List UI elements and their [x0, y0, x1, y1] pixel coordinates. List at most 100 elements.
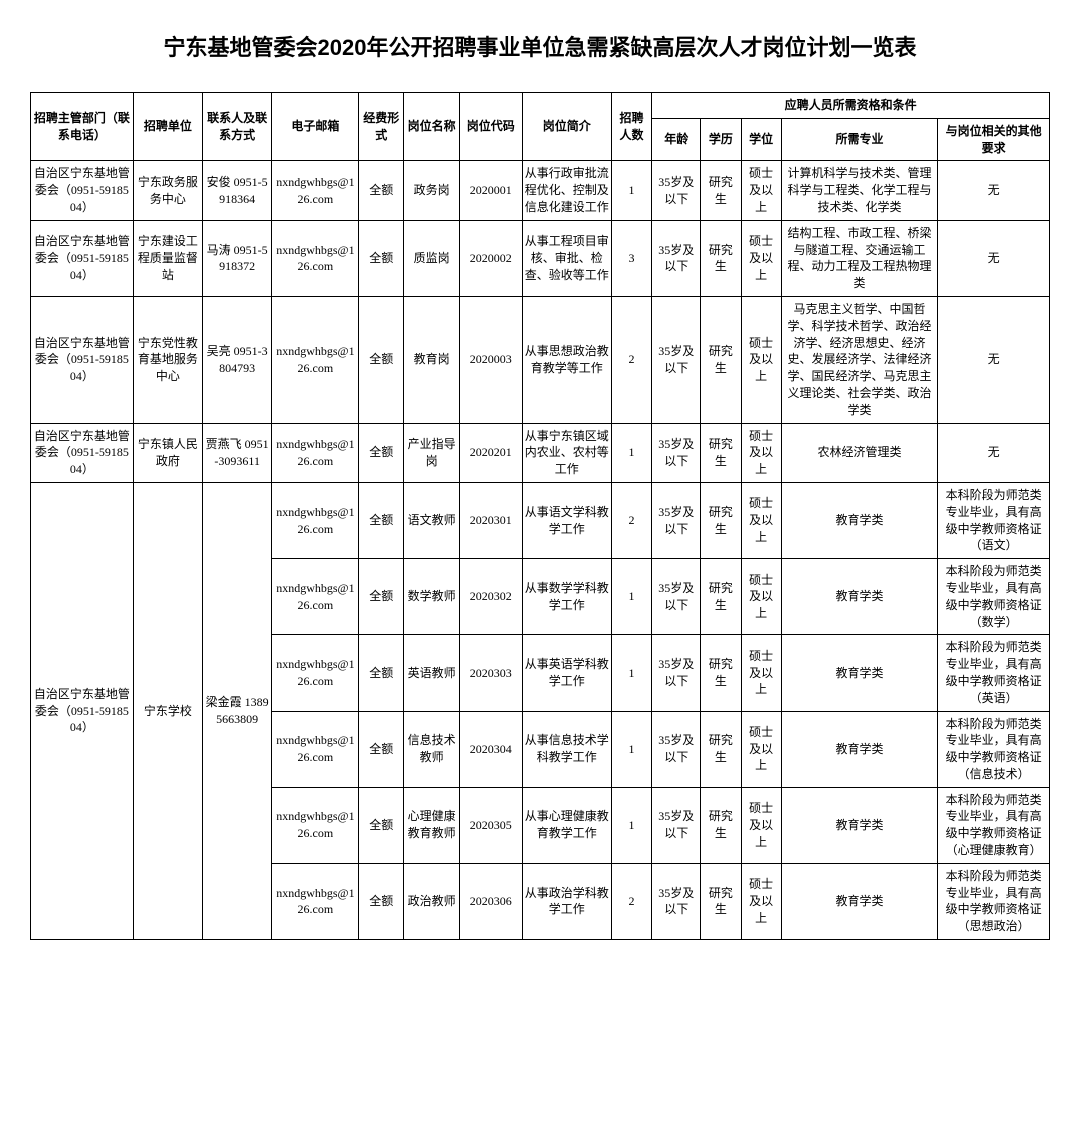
- cell-fund: 全额: [359, 559, 404, 635]
- cell-major: 结构工程、市政工程、桥梁与隧道工程、交通运输工程、动力工程及工程热物理类: [781, 220, 937, 296]
- cell-other: 本科阶段为师范类专业毕业，具有高级中学教师资格证（思想政治）: [938, 863, 1050, 939]
- cell-fund: 全额: [359, 787, 404, 863]
- cell-edu: 研究生: [701, 559, 741, 635]
- cell-email: nxndgwhbgs@126.com: [272, 863, 359, 939]
- th-qual-group: 应聘人员所需资格和条件: [652, 93, 1050, 119]
- cell-num: 1: [611, 635, 651, 711]
- cell-fund: 全额: [359, 863, 404, 939]
- cell-contact: 梁金霞 13895663809: [203, 482, 272, 939]
- cell-age: 35岁及以下: [652, 482, 701, 558]
- cell-position: 数学教师: [404, 559, 460, 635]
- cell-major: 教育学类: [781, 711, 937, 787]
- cell-other: 无: [938, 220, 1050, 296]
- cell-num: 1: [611, 161, 651, 220]
- cell-major: 教育学类: [781, 787, 937, 863]
- cell-code: 2020306: [460, 863, 523, 939]
- cell-age: 35岁及以下: [652, 787, 701, 863]
- cell-other: 本科阶段为师范类专业毕业，具有高级中学教师资格证（信息技术）: [938, 711, 1050, 787]
- cell-age: 35岁及以下: [652, 220, 701, 296]
- header-row-1: 招聘主管部门（联系电话） 招聘单位 联系人及联系方式 电子邮箱 经费形式 岗位名…: [31, 93, 1050, 119]
- cell-email: nxndgwhbgs@126.com: [272, 787, 359, 863]
- cell-fund: 全额: [359, 423, 404, 482]
- cell-position: 教育岗: [404, 296, 460, 423]
- cell-email: nxndgwhbgs@126.com: [272, 161, 359, 220]
- cell-num: 1: [611, 787, 651, 863]
- cell-age: 35岁及以下: [652, 863, 701, 939]
- th-age: 年龄: [652, 118, 701, 161]
- cell-edu: 研究生: [701, 220, 741, 296]
- cell-unit: 宁东党性教育基地服务中心: [133, 296, 202, 423]
- cell-num: 2: [611, 296, 651, 423]
- cell-code: 2020304: [460, 711, 523, 787]
- cell-other: 本科阶段为师范类专业毕业，具有高级中学教师资格证（语文）: [938, 482, 1050, 558]
- cell-degree: 硕士及以上: [741, 482, 781, 558]
- cell-email: nxndgwhbgs@126.com: [272, 635, 359, 711]
- cell-contact: 吴亮 0951-3804793: [203, 296, 272, 423]
- cell-major: 教育学类: [781, 863, 937, 939]
- cell-position: 质监岗: [404, 220, 460, 296]
- cell-major: 教育学类: [781, 559, 937, 635]
- th-position: 岗位名称: [404, 93, 460, 161]
- cell-dept: 自治区宁东基地管委会（0951-5918504）: [31, 220, 134, 296]
- cell-other: 本科阶段为师范类专业毕业，具有高级中学教师资格证（数学）: [938, 559, 1050, 635]
- th-desc: 岗位简介: [522, 93, 611, 161]
- cell-other: 本科阶段为师范类专业毕业，具有高级中学教师资格证（心理健康教育）: [938, 787, 1050, 863]
- cell-desc: 从事宁东镇区域内农业、农村等工作: [522, 423, 611, 482]
- cell-major: 教育学类: [781, 482, 937, 558]
- cell-edu: 研究生: [701, 711, 741, 787]
- cell-num: 2: [611, 482, 651, 558]
- cell-code: 2020305: [460, 787, 523, 863]
- cell-age: 35岁及以下: [652, 559, 701, 635]
- cell-position: 政务岗: [404, 161, 460, 220]
- cell-age: 35岁及以下: [652, 296, 701, 423]
- th-degree: 学位: [741, 118, 781, 161]
- th-email: 电子邮箱: [272, 93, 359, 161]
- cell-dept: 自治区宁东基地管委会（0951-5918504）: [31, 482, 134, 939]
- cell-edu: 研究生: [701, 863, 741, 939]
- cell-dept: 自治区宁东基地管委会（0951-5918504）: [31, 423, 134, 482]
- cell-code: 2020201: [460, 423, 523, 482]
- table-body: 自治区宁东基地管委会（0951-5918504）宁东政务服务中心安俊 0951-…: [31, 161, 1050, 940]
- cell-desc: 从事工程项目审核、审批、检查、验收等工作: [522, 220, 611, 296]
- cell-code: 2020302: [460, 559, 523, 635]
- cell-edu: 研究生: [701, 161, 741, 220]
- cell-degree: 硕士及以上: [741, 220, 781, 296]
- cell-degree: 硕士及以上: [741, 787, 781, 863]
- cell-email: nxndgwhbgs@126.com: [272, 423, 359, 482]
- cell-email: nxndgwhbgs@126.com: [272, 220, 359, 296]
- cell-fund: 全额: [359, 296, 404, 423]
- cell-other: 无: [938, 423, 1050, 482]
- cell-position: 语文教师: [404, 482, 460, 558]
- cell-desc: 从事心理健康教育教学工作: [522, 787, 611, 863]
- th-num: 招聘人数: [611, 93, 651, 161]
- cell-desc: 从事政治学科教学工作: [522, 863, 611, 939]
- cell-code: 2020003: [460, 296, 523, 423]
- cell-degree: 硕士及以上: [741, 711, 781, 787]
- cell-email: nxndgwhbgs@126.com: [272, 711, 359, 787]
- cell-unit: 宁东建设工程质量监督站: [133, 220, 202, 296]
- table-row: 自治区宁东基地管委会（0951-5918504）宁东学校梁金霞 13895663…: [31, 482, 1050, 558]
- cell-fund: 全额: [359, 711, 404, 787]
- cell-degree: 硕士及以上: [741, 161, 781, 220]
- cell-code: 2020002: [460, 220, 523, 296]
- table-row: 自治区宁东基地管委会（0951-5918504）宁东镇人民政府贾燕飞 0951-…: [31, 423, 1050, 482]
- cell-other: 无: [938, 296, 1050, 423]
- th-edu: 学历: [701, 118, 741, 161]
- cell-fund: 全额: [359, 161, 404, 220]
- cell-num: 3: [611, 220, 651, 296]
- cell-desc: 从事数学学科教学工作: [522, 559, 611, 635]
- cell-major: 马克思主义哲学、中国哲学、科学技术哲学、政治经济学、经济思想史、经济史、发展经济…: [781, 296, 937, 423]
- cell-unit: 宁东学校: [133, 482, 202, 939]
- cell-edu: 研究生: [701, 482, 741, 558]
- cell-position: 产业指导岗: [404, 423, 460, 482]
- cell-major: 教育学类: [781, 635, 937, 711]
- cell-position: 心理健康教育教师: [404, 787, 460, 863]
- cell-edu: 研究生: [701, 296, 741, 423]
- cell-code: 2020001: [460, 161, 523, 220]
- cell-code: 2020303: [460, 635, 523, 711]
- cell-contact: 贾燕飞 0951-3093611: [203, 423, 272, 482]
- cell-contact: 马涛 0951-5918372: [203, 220, 272, 296]
- cell-desc: 从事英语学科教学工作: [522, 635, 611, 711]
- cell-edu: 研究生: [701, 787, 741, 863]
- cell-email: nxndgwhbgs@126.com: [272, 482, 359, 558]
